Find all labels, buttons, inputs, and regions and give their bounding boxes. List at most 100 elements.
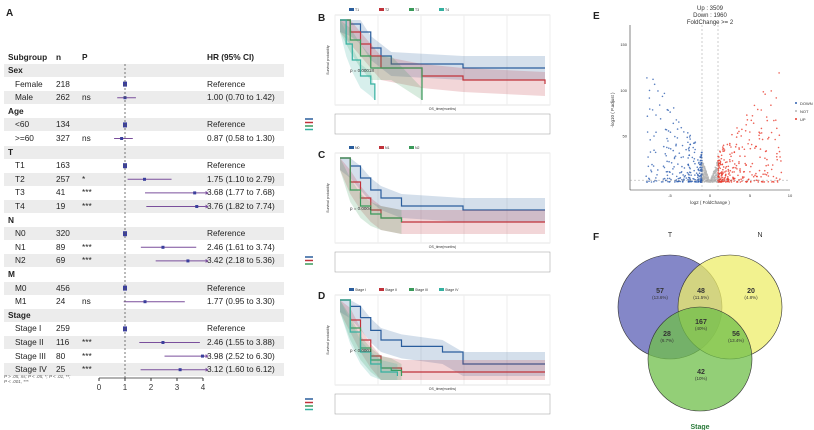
data-point-down [699, 163, 702, 166]
confidence-band-T1 [340, 20, 545, 80]
data-point-up [749, 170, 751, 173]
data-point-down [667, 180, 669, 183]
row-label: M [8, 269, 15, 279]
data-point-up [744, 155, 746, 158]
data-point-not [706, 174, 708, 177]
hr-point [178, 368, 182, 372]
row-hr_text: 3.12 (1.60 to 6.12) [207, 364, 275, 375]
data-point-up [757, 181, 760, 183]
survival-curve-T2 [340, 19, 546, 84]
data-point-up [724, 161, 727, 164]
data-point-down [671, 173, 674, 175]
data-point-up [731, 160, 734, 162]
data-point-up [752, 175, 755, 178]
ci-arrow [205, 204, 209, 209]
row-n: 262 [56, 92, 70, 103]
data-point-up [721, 176, 724, 179]
data-point-up [730, 181, 733, 183]
data-point-down [651, 163, 653, 166]
data-point-down [666, 170, 669, 173]
legend-entry: Stage II [385, 288, 397, 292]
region-percent: (13.4%) [728, 338, 744, 343]
data-point-up [736, 127, 738, 129]
row-label: <60 [15, 119, 30, 130]
data-point-up [754, 174, 756, 177]
data-point-down [682, 156, 685, 158]
x-axis-label: OS_time(months) [429, 245, 456, 249]
data-point-up [765, 150, 768, 152]
data-point-up [720, 174, 723, 176]
row-label: Male [15, 92, 33, 103]
legend-swatch [409, 8, 414, 11]
forest-row: T4 19 *** 3.76 (1.82 to 7.74) [4, 200, 284, 213]
legend-swatch [349, 146, 354, 149]
row-hr_text: 1.00 (0.70 to 1.42) [207, 92, 275, 103]
data-point-not [714, 169, 716, 172]
legend-swatch [379, 146, 384, 149]
data-point-up [729, 174, 731, 176]
data-point-down [655, 180, 658, 182]
data-point-down [689, 138, 691, 140]
data-point-up [718, 178, 721, 181]
data-point-up [763, 169, 766, 172]
data-point-up [720, 157, 723, 160]
data-point-up [739, 169, 741, 172]
data-point-down [667, 147, 670, 149]
data-point-down [665, 128, 668, 131]
data-point-down [678, 152, 681, 154]
region-percent: (6.7%) [660, 338, 674, 343]
data-point-down [699, 174, 702, 177]
data-point-down [653, 135, 655, 137]
data-point-up [731, 167, 734, 169]
legend-swatch [379, 288, 384, 291]
data-point-up [761, 181, 763, 183]
data-point-down [669, 171, 671, 174]
data-point-down [687, 173, 690, 175]
venn-set-Stage [647, 306, 753, 412]
row-label: N [8, 214, 14, 225]
data-point-up [717, 172, 720, 175]
volcano-title: FoldChange >= 2 [687, 20, 734, 26]
legend-marker [795, 102, 797, 104]
data-point-not [715, 174, 717, 177]
data-point-down [683, 176, 686, 178]
data-point-up [721, 163, 723, 166]
data-point-up [724, 175, 727, 177]
row-hr_text: 3.98 (2.52 to 6.30) [207, 350, 275, 361]
data-point-up [746, 119, 749, 121]
data-point-down [653, 180, 655, 183]
forest-row: >=60 327 ns 0.87 (0.58 to 1.30) [4, 132, 284, 145]
x-tick-label: 5 [749, 193, 752, 198]
data-point-up [770, 90, 773, 92]
data-point-down [687, 148, 690, 150]
data-point-down [652, 165, 655, 167]
confidence-band-Stage-I [340, 300, 545, 376]
row-n: 257 [56, 173, 70, 184]
data-point-down [687, 163, 689, 166]
data-point-up [726, 161, 728, 163]
row-n: 218 [56, 78, 70, 89]
forest-group-row: Stage [4, 308, 284, 322]
data-point-down [679, 177, 681, 180]
set-label-T: T [668, 232, 673, 239]
data-point-down [646, 131, 649, 133]
data-point-up [729, 169, 732, 172]
data-point-up [720, 154, 723, 157]
region-count: 20 [747, 288, 755, 295]
data-point-up [744, 162, 746, 165]
data-point-down [697, 181, 699, 183]
data-point-up [758, 137, 761, 140]
data-point-up [740, 178, 742, 181]
data-point-not [702, 178, 705, 180]
data-point-down [650, 169, 652, 171]
data-point-down [675, 143, 677, 146]
p-value: p = 0.0004 [350, 206, 372, 211]
data-point-up [729, 160, 731, 163]
row-n: 69 [56, 255, 66, 266]
data-point-up [719, 151, 722, 153]
data-point-down [689, 167, 691, 170]
set-label-N: N [757, 232, 762, 239]
data-point-up [776, 158, 778, 161]
data-point-up [721, 148, 724, 150]
data-point-down [688, 146, 691, 149]
